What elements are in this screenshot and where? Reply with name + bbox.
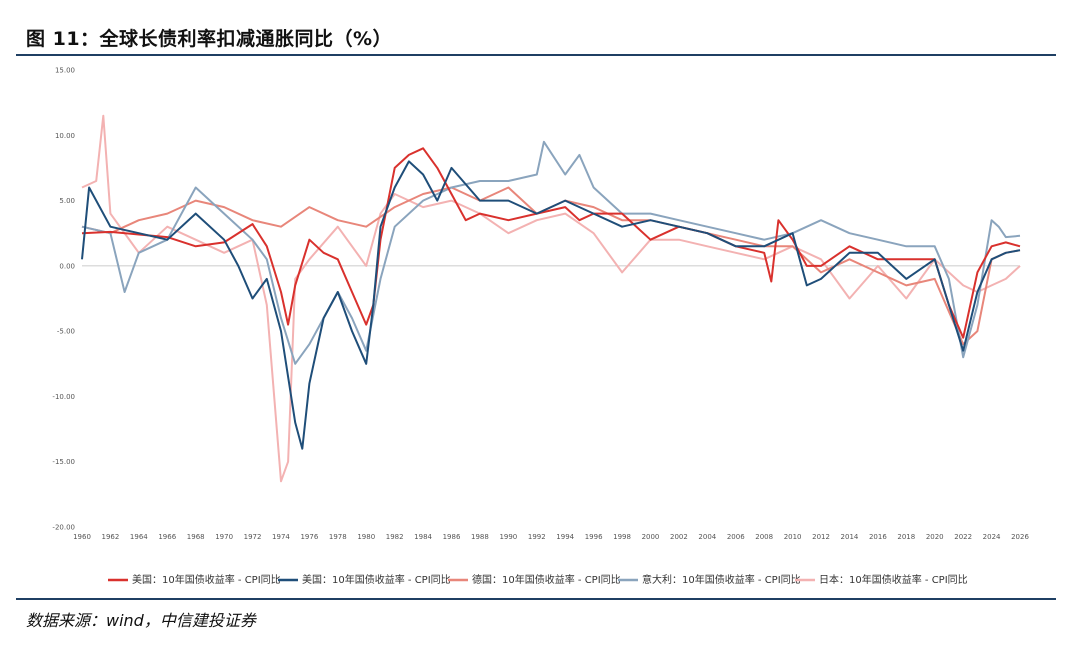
y-axis-ticks: 15.00 10.00 5.00 0.00 -5.00 -10.00 -15.00 -20.0… bbox=[52, 67, 75, 532]
x-tick-label: 2016 bbox=[869, 533, 887, 541]
x-tick-label: 1984 bbox=[414, 533, 432, 541]
x-tick-label: 1966 bbox=[158, 533, 176, 541]
x-tick-label: 1962 bbox=[102, 533, 120, 541]
x-tick-label: 1982 bbox=[386, 533, 404, 541]
x-tick-label: 2008 bbox=[755, 533, 773, 541]
line-chart: 15.00 10.00 5.00 0.00 -5.00 -10.00 -15.00 -20.0… bbox=[52, 67, 1029, 587]
x-axis-ticks: 1960 1962 1964 1966 1968 1970 1972 1974 1976 1978… bbox=[73, 533, 1029, 541]
x-tick-label: 1964 bbox=[130, 533, 148, 541]
y-tick-label: -15.00 bbox=[52, 458, 75, 466]
x-tick-label: 1996 bbox=[585, 533, 603, 541]
figure-title: 图 11：全球长债利率扣减通胀同比（%） bbox=[26, 28, 393, 50]
legend-label: 美国：10年国债收益率 - CPI同比 bbox=[302, 573, 451, 586]
x-tick-label: 1986 bbox=[443, 533, 461, 541]
x-tick-label: 1994 bbox=[556, 533, 574, 541]
x-tick-label: 1960 bbox=[73, 533, 91, 541]
y-tick-label: -10.00 bbox=[52, 393, 75, 401]
legend-label: 日本：10年国债收益率 - CPI同比 bbox=[819, 573, 968, 586]
x-tick-label: 2006 bbox=[727, 533, 745, 541]
series-line-3 bbox=[81, 140, 1021, 365]
x-tick-label: 2022 bbox=[954, 533, 972, 541]
x-tick-label: 1968 bbox=[187, 533, 205, 541]
x-tick-label: 2004 bbox=[698, 533, 716, 541]
x-tick-label: 2018 bbox=[897, 533, 915, 541]
x-tick-label: 1976 bbox=[300, 533, 318, 541]
x-tick-label: 1978 bbox=[329, 533, 347, 541]
x-tick-label: 1998 bbox=[613, 533, 631, 541]
legend-label: 美国：10年国债收益率 - CPI同比 bbox=[132, 573, 281, 586]
series-lines bbox=[81, 114, 1021, 483]
series-line-4 bbox=[81, 114, 1021, 483]
series-line-2 bbox=[81, 186, 1021, 346]
title-rule bbox=[16, 54, 1056, 56]
x-tick-label: 2024 bbox=[983, 533, 1001, 541]
y-tick-label: 15.00 bbox=[55, 67, 75, 75]
x-tick-label: 2002 bbox=[670, 533, 688, 541]
legend: 美国：10年国债收益率 - CPI同比 美国：10年国债收益率 - CPI同比 德国… bbox=[108, 573, 968, 586]
x-tick-label: 1988 bbox=[471, 533, 489, 541]
y-tick-label: 5.00 bbox=[59, 197, 75, 205]
x-tick-label: 1992 bbox=[528, 533, 546, 541]
x-tick-label: 2026 bbox=[1011, 533, 1029, 541]
x-tick-label: 1970 bbox=[215, 533, 233, 541]
legend-label: 德国：10年国债收益率 - CPI同比 bbox=[472, 573, 621, 586]
x-tick-label: 1980 bbox=[357, 533, 375, 541]
legend-label: 意大利：10年国债收益率 - CPI同比 bbox=[642, 573, 801, 586]
x-tick-label: 2012 bbox=[812, 533, 830, 541]
source-rule bbox=[16, 598, 1056, 600]
x-tick-label: 2010 bbox=[784, 533, 802, 541]
y-tick-label: -20.00 bbox=[52, 524, 75, 532]
series-line-0 bbox=[81, 147, 1021, 339]
y-tick-label: 0.00 bbox=[59, 262, 75, 270]
x-tick-label: 1990 bbox=[499, 533, 517, 541]
x-tick-label: 2000 bbox=[642, 533, 660, 541]
x-tick-label: 1972 bbox=[244, 533, 262, 541]
x-tick-label: 2014 bbox=[841, 533, 859, 541]
y-tick-label: 10.00 bbox=[55, 132, 75, 140]
x-tick-label: 2020 bbox=[926, 533, 944, 541]
x-tick-label: 1974 bbox=[272, 533, 290, 541]
source-note: 数据来源：wind，中信建投证券 bbox=[26, 611, 256, 630]
series-line-1 bbox=[81, 160, 1021, 450]
y-tick-label: -5.00 bbox=[57, 328, 75, 336]
